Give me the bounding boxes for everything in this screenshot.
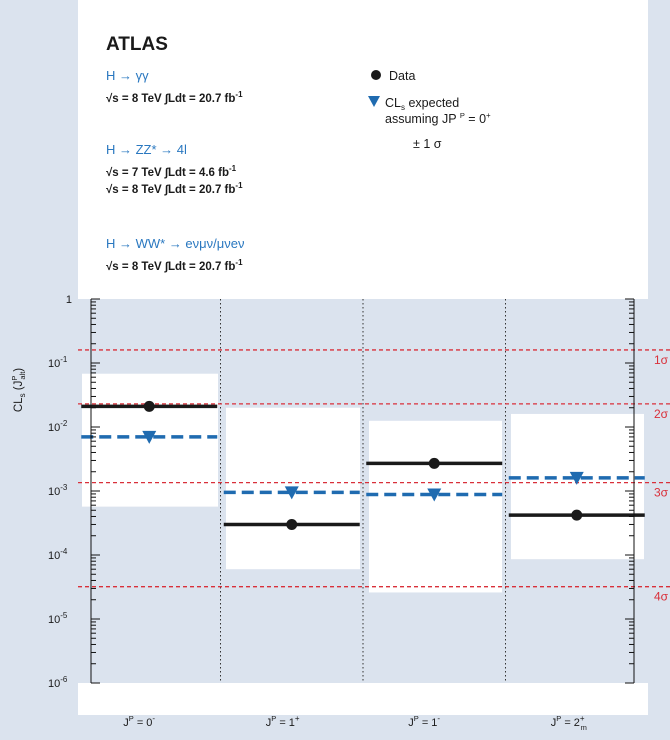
expected-marker (427, 488, 442, 502)
y-tick-base: 10 (48, 550, 60, 562)
y-tick-exponent: -1 (60, 355, 68, 364)
cat-eq: = 0 (134, 717, 153, 729)
y-tick-exponent: -5 (60, 611, 68, 620)
legend-expected-label-2: assuming JP P = 0+ (385, 111, 491, 126)
energy-exponent: -1 (235, 181, 243, 190)
sigma-label: 3σ (654, 486, 669, 500)
cat-p: P (129, 714, 134, 723)
ylab-alt: alt (18, 371, 27, 380)
ylab-j: (J (13, 381, 25, 394)
leg-cl-sub: s (401, 103, 405, 112)
y-tick-exponent: -2 (60, 419, 68, 428)
leg-cl-rest: expected (405, 96, 459, 110)
y-tick-label: 1 (66, 294, 72, 306)
ylab-cl: CL (13, 397, 25, 412)
data-marker (428, 457, 440, 469)
cat-sup: + (580, 714, 585, 723)
cat-j: J (123, 717, 129, 729)
cat-j: J (266, 717, 272, 729)
sigma-label: 4σ (654, 590, 669, 604)
leg-as: assuming JP (385, 112, 460, 126)
data-marker (571, 509, 583, 521)
channel-energy: √s = 8 TeV ∫Ldt = 20.7 fb-1 (106, 90, 243, 105)
data-marker (143, 400, 155, 412)
cat-p: P (271, 714, 276, 723)
leg-cl: CL (385, 96, 401, 110)
sigma-band (369, 420, 502, 593)
energy-main: √s = 8 TeV ∫Ldt = 20.7 fb (106, 260, 235, 273)
y-tick-base: 10 (48, 422, 60, 434)
sigma-label: 2σ (654, 407, 669, 421)
channel-energy: √s = 7 TeV ∫Ldt = 4.6 fb-1 (106, 164, 237, 179)
expected-marker (142, 430, 157, 444)
leg-eq: = 0 (465, 112, 486, 126)
category-label: JP = 1- (408, 714, 440, 729)
legend-expected-label: CLs expected (385, 96, 459, 112)
cat-p: P (414, 714, 419, 723)
cat-eq: = 2 (561, 717, 580, 729)
cat-j: J (551, 717, 557, 729)
cat-j: J (408, 717, 414, 729)
energy-main: √s = 7 TeV ∫Ldt = 4.6 fb (106, 166, 229, 179)
energy-exponent: -1 (235, 90, 243, 99)
y-tick-label: 10-5 (48, 611, 68, 626)
y-tick-exponent: -6 (60, 675, 68, 684)
cat-sup: + (295, 714, 300, 723)
cat-eq: = 1 (419, 717, 438, 729)
cat-eq: = 1 (276, 717, 295, 729)
legend-data-label: Data (389, 69, 415, 83)
leg-plus: + (486, 111, 491, 120)
y-tick-exponent: -3 (60, 483, 68, 492)
category-label: JP = 1+ (266, 714, 300, 729)
legend-expected-marker (368, 96, 380, 107)
data-marker (286, 518, 298, 530)
ylab-p: P (10, 376, 19, 381)
energy-exponent: -1 (229, 164, 237, 173)
y-tick-base: 10 (48, 486, 60, 498)
cat-sup: - (437, 714, 440, 723)
y-tick-exponent: -4 (60, 547, 68, 556)
channel-energy: √s = 8 TeV ∫Ldt = 20.7 fb-1 (106, 258, 243, 273)
leg-p: P (460, 111, 465, 120)
sigma-band (511, 413, 644, 560)
ylab-s: s (18, 393, 27, 397)
energy-main: √s = 8 TeV ∫Ldt = 20.7 fb (106, 183, 235, 196)
y-tick-base: 10 (48, 614, 60, 626)
channel-energy: √s = 8 TeV ∫Ldt = 20.7 fb-1 (106, 181, 243, 196)
y-tick-label: 10-4 (48, 547, 68, 562)
y-axis-title: CLs (JPalt) (10, 368, 27, 412)
channel-name: H → ZZ* → 4l (106, 142, 187, 157)
cat-sup: - (152, 714, 155, 723)
cat-sub: m (581, 723, 587, 732)
y-tick-base: 10 (48, 358, 60, 370)
y-tick-label: 10-3 (48, 483, 68, 498)
y-tick-label: 10-1 (48, 355, 68, 370)
channel-name: H → γγ (106, 68, 149, 83)
legend-band-swatch (386, 133, 408, 153)
legend-data-marker (371, 70, 381, 80)
energy-exponent: -1 (235, 258, 243, 267)
chart-title: ATLAS (106, 34, 168, 55)
legend-band-label: ± 1 σ (413, 137, 442, 151)
expected-marker (284, 486, 299, 500)
y-tick-label: 10-2 (48, 419, 68, 434)
energy-main: √s = 8 TeV ∫Ldt = 20.7 fb (106, 92, 235, 105)
y-tick-base: 10 (48, 678, 60, 690)
cat-p: P (556, 714, 561, 723)
ylab-close: ) (13, 368, 25, 372)
y-tick-label: 10-6 (48, 675, 68, 690)
expected-marker (569, 471, 584, 485)
sigma-label: 1σ (654, 353, 669, 367)
channel-name: H → WW* → eνμν/μνeν (106, 236, 245, 251)
category-label: JP = 0- (123, 714, 155, 729)
category-label: JP = 2+ m (551, 714, 587, 732)
